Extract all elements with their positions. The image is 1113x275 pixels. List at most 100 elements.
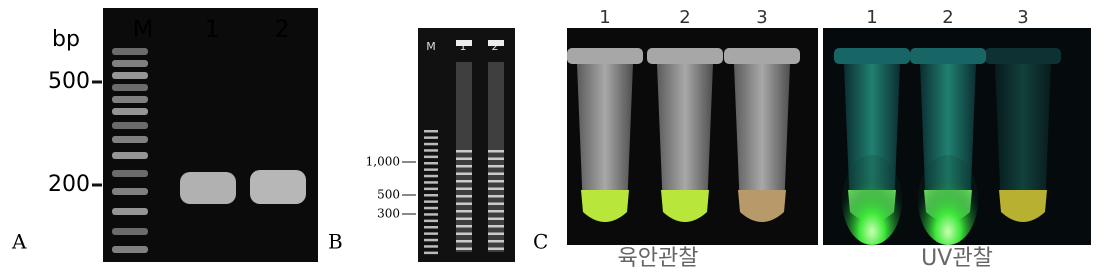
well [488,40,504,46]
ladder-band [424,226,438,229]
tube-cap [910,48,986,64]
lane-label: 2 [492,40,499,53]
band [250,170,306,204]
tubes [567,48,1061,245]
ladder-band [112,170,148,177]
ladder-band [424,232,438,235]
size-marker: 500 [48,69,90,94]
tube-label: 1 [866,7,877,28]
band [456,202,472,205]
band [456,240,472,243]
ladder-band [424,155,438,159]
tube-liquid [999,190,1047,222]
band [488,240,504,243]
ladder-band [424,130,438,133]
tube-label: 1 [599,7,610,28]
size-marker: 1,000 [366,155,400,169]
band [488,195,504,198]
ladder-band [112,60,148,67]
ladder-band [424,181,438,184]
band [488,232,504,235]
panel-label: B [328,230,343,254]
ladder-band [424,168,438,171]
ladder-band [112,228,148,235]
band [456,187,472,190]
band [488,210,504,213]
tube [995,64,1051,221]
panel-label: C [533,230,548,254]
ladder-band [112,84,148,91]
ladder-band [424,142,438,146]
size-marker: 300 [377,207,400,221]
band [456,165,472,168]
size-marker: 500 [377,188,400,202]
lane-label: 2 [274,15,289,43]
tube-cap [647,48,723,64]
caption: UV관찰 [921,246,993,271]
band [488,225,504,228]
band [488,217,504,220]
band [456,247,472,250]
band [488,180,504,183]
tube-label: 3 [756,7,767,28]
well [456,40,472,46]
band [180,172,236,204]
tube-label: 2 [942,7,953,28]
ladder-band [424,251,438,255]
ladder-band [424,238,438,242]
ladder-band [424,245,438,248]
tube-liquid [581,190,629,222]
caption: 육안관찰 [618,246,699,271]
band [456,225,472,228]
ladder-band [424,149,438,152]
tube [577,64,633,221]
ladder-band [112,96,148,103]
tube-cap [724,48,800,64]
panel-label: A [11,230,27,254]
gel-image [103,8,318,262]
band [456,150,472,153]
ladder-band [424,162,438,165]
lane-label: M [133,15,154,43]
band [488,150,504,153]
ladder-band [424,136,438,139]
ladder-band [112,72,148,79]
lane-label: M [426,40,436,53]
lane-label: 1 [204,15,219,43]
tube-liquid [661,190,709,222]
band [488,165,504,168]
ladder-band [424,174,438,178]
ladder-band [112,122,148,129]
band [456,195,472,198]
band [488,172,504,175]
ladder-band [112,152,148,159]
band [456,157,472,160]
tube-label: 3 [1017,7,1028,28]
band [488,247,504,250]
tube-cap [834,48,910,64]
band [488,202,504,205]
unit-label: bp [52,27,80,52]
tube-cap [985,48,1061,64]
ladder-band [112,188,148,195]
ladder-band [424,219,438,223]
ladder [112,48,148,253]
ladder-band [112,246,148,253]
tube-liquid [738,190,786,222]
tube-cap [567,48,643,64]
ladder-band [424,194,438,197]
fluorescence [842,155,902,245]
band [456,210,472,213]
ladder-band [424,200,438,203]
band [488,157,504,160]
ladder-band [112,108,148,115]
ladder-band [112,48,148,55]
lane-label: 1 [460,40,467,53]
ladder [424,40,504,255]
fluorescence [918,155,978,245]
ladder-band [424,206,438,210]
tube [734,64,790,221]
tube-label: 2 [679,7,690,28]
ladder-band [424,187,438,191]
